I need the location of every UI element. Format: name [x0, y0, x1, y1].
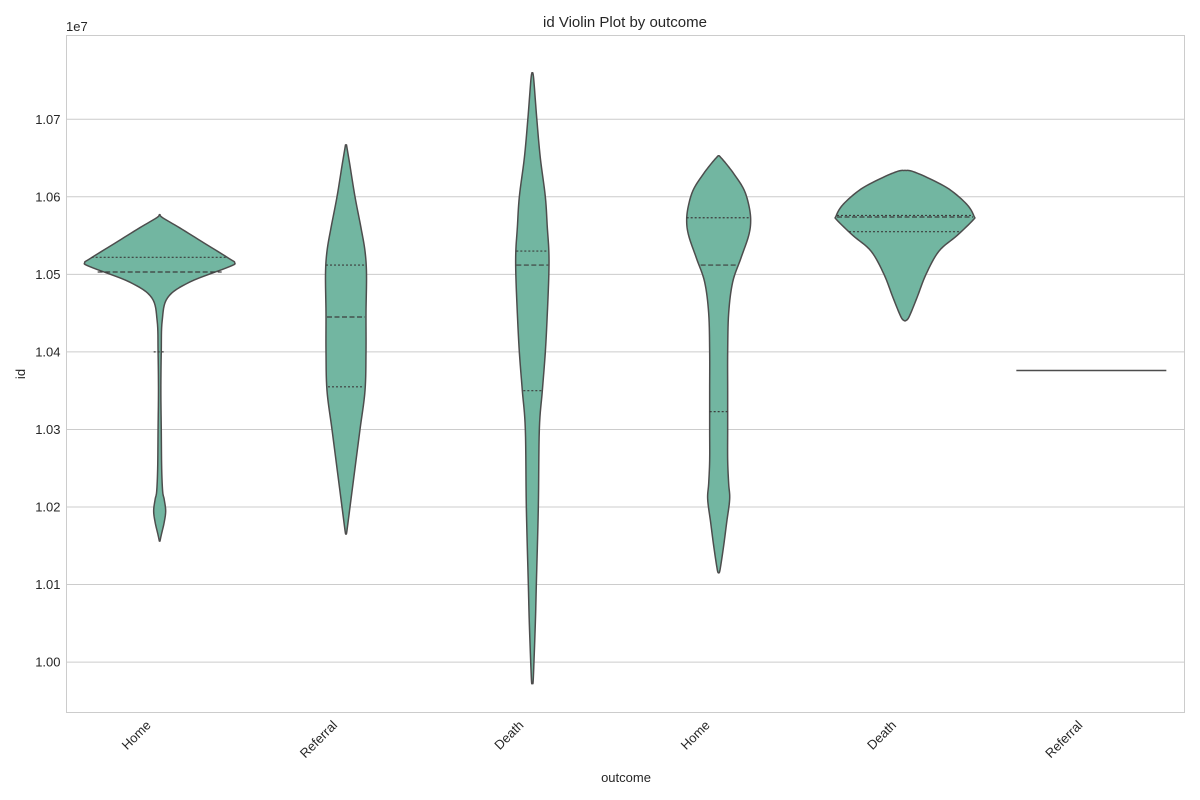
violin-2 [324, 144, 368, 535]
violin-body [83, 213, 236, 542]
violin-3 [514, 71, 550, 685]
y-tick-labels: 1.00 1.01 1.02 1.03 1.04 1.05 1.06 1.07 [35, 112, 60, 670]
violin-body [685, 154, 752, 574]
y-tick-label: 1.07 [35, 112, 60, 127]
plot-frame [66, 35, 1185, 713]
x-tick-label: Death [864, 718, 899, 753]
violin-body [324, 144, 368, 535]
x-tick-label: Referral [297, 717, 340, 760]
y-tick-label: 1.00 [35, 655, 60, 670]
y-axis-label: id [13, 369, 28, 379]
y-offset-label: 1e7 [66, 19, 88, 34]
violins [83, 71, 1167, 685]
violin-5 [834, 169, 976, 322]
x-tick-label: Referral [1042, 717, 1085, 760]
gridlines [66, 118, 1185, 663]
chart-title: id Violin Plot by outcome [543, 14, 707, 31]
x-tick-label: Home [678, 718, 713, 753]
x-tick-label: Death [491, 718, 526, 753]
y-tick-label: 1.04 [35, 344, 60, 359]
x-tick-label: Home [119, 718, 154, 753]
violin-1 [83, 213, 236, 542]
y-tick-label: 1.06 [35, 189, 60, 204]
y-tick-label: 1.02 [35, 499, 60, 514]
violin-body [514, 71, 550, 685]
violin-4 [685, 154, 752, 574]
x-tick-labels: Home Referral Death Home Death Referral [119, 717, 1086, 760]
y-tick-label: 1.01 [35, 577, 60, 592]
y-tick-label: 1.03 [35, 422, 60, 437]
x-axis-label: outcome [601, 770, 651, 785]
y-tick-label: 1.05 [35, 267, 60, 282]
violin-body [834, 169, 976, 322]
